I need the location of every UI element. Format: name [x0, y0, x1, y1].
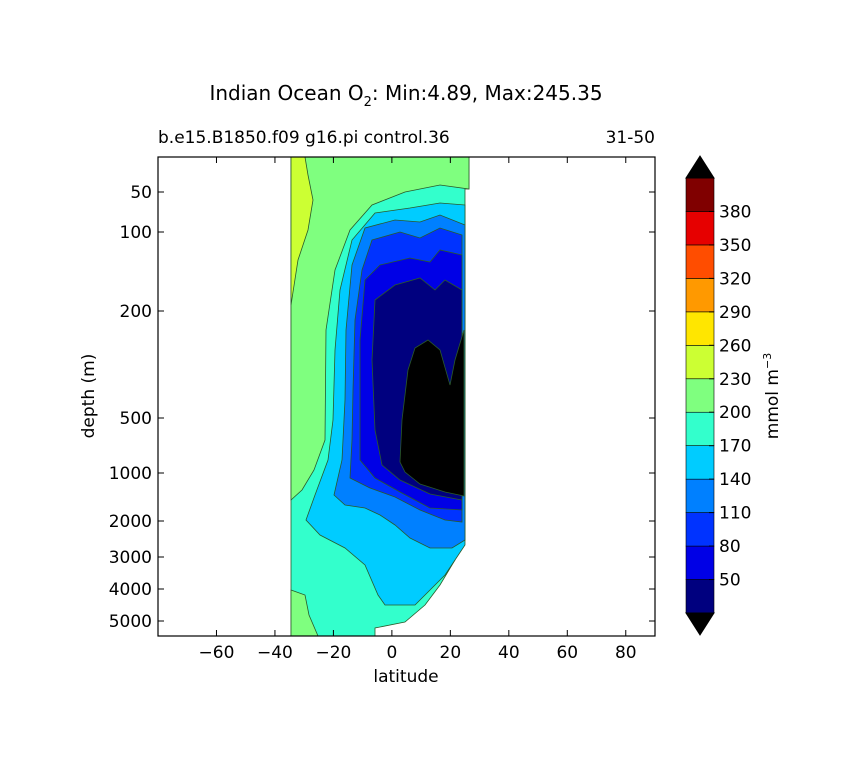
x-tick-label: 0 — [386, 643, 397, 663]
y-tick-label: 2000 — [109, 512, 152, 532]
subtitle-left: b.e15.B1850.f09 g16.pi control.36 — [158, 128, 450, 148]
colorbar-tick-label: 80 — [719, 537, 741, 557]
colorbar-under-arrow — [685, 612, 715, 636]
contour-band-200-230-bottom — [290, 589, 319, 636]
colorbar-swatch — [685, 345, 715, 380]
colorbar-tick-label: 200 — [719, 403, 751, 423]
colorbar-tick-label: 350 — [719, 236, 751, 256]
x-tick-label: 20 — [440, 643, 462, 663]
chart-title: Indian Ocean O2: Min:4.89, Max:245.35 — [209, 81, 602, 110]
colorbar-swatch — [685, 579, 715, 614]
x-tick-label: 60 — [556, 643, 578, 663]
x-tick-label: −40 — [257, 643, 293, 663]
colorbar-label: mmol m−3 — [761, 353, 783, 439]
colorbar-swatch — [685, 378, 715, 413]
colorbar-label-exponent: −3 — [761, 353, 774, 369]
colorbar-over-arrow — [685, 155, 715, 179]
y-tick-label: 200 — [120, 302, 152, 322]
subtitle-right: 31-50 — [606, 128, 655, 148]
y-tick-label: 50 — [130, 183, 152, 203]
title-main: Indian Ocean O — [209, 81, 363, 105]
colorbar-tick-label: 260 — [719, 336, 751, 356]
contour-field — [290, 157, 470, 636]
x-axis: −60 −40 −20 0 20 40 60 80 — [199, 157, 637, 663]
y-tick-label: 4000 — [109, 580, 152, 600]
plot-frame — [157, 156, 656, 637]
colorbar-label-unit: mmol m — [763, 369, 783, 439]
y-axis: 50 100 200 500 1000 2000 3000 4000 5000 — [109, 183, 655, 632]
colorbar-swatch — [685, 177, 715, 212]
colorbar-tick-label: 290 — [719, 303, 751, 323]
title-rest: : Min:4.89, Max:245.35 — [372, 81, 603, 105]
colorbar-swatch — [685, 445, 715, 480]
colorbar-swatch — [685, 211, 715, 246]
contour-band-200-230 — [290, 157, 470, 501]
y-tick-label: 3000 — [109, 548, 152, 568]
y-tick-label: 500 — [120, 409, 152, 429]
x-tick-label: 80 — [615, 643, 637, 663]
colorbar-tick-label: 320 — [719, 269, 751, 289]
colorbar-tick-label: 50 — [719, 571, 741, 591]
y-axis-label: depth (m) — [79, 354, 99, 439]
colorbar: 50 80 110 140 170 200 230 260 290 320 350 380 — [685, 155, 751, 636]
colorbar-tick-label: 140 — [719, 470, 751, 490]
colorbar-swatch — [685, 545, 715, 580]
x-tick-label: 40 — [498, 643, 520, 663]
colorbar-swatch — [685, 478, 715, 513]
colorbar-swatch — [685, 411, 715, 446]
colorbar-swatch — [685, 311, 715, 346]
y-tick-label: 100 — [120, 223, 152, 243]
contour-band-230-260 — [290, 157, 314, 306]
colorbar-tick-label: 380 — [719, 202, 751, 222]
title-subscript: 2 — [364, 95, 372, 110]
colorbar-tick-label: 230 — [719, 370, 751, 390]
x-axis-label: latitude — [373, 667, 438, 687]
x-tick-label: −20 — [315, 643, 351, 663]
y-tick-label: 5000 — [109, 612, 152, 632]
x-tick-label: −60 — [199, 643, 235, 663]
contour-band-under-20 — [399, 329, 465, 497]
colorbar-swatch — [685, 512, 715, 547]
colorbar-tick-label: 170 — [719, 437, 751, 457]
colorbar-swatch — [685, 278, 715, 313]
colorbar-tick-label: 110 — [719, 504, 751, 524]
colorbar-swatch — [685, 244, 715, 279]
y-tick-label: 1000 — [109, 464, 152, 484]
